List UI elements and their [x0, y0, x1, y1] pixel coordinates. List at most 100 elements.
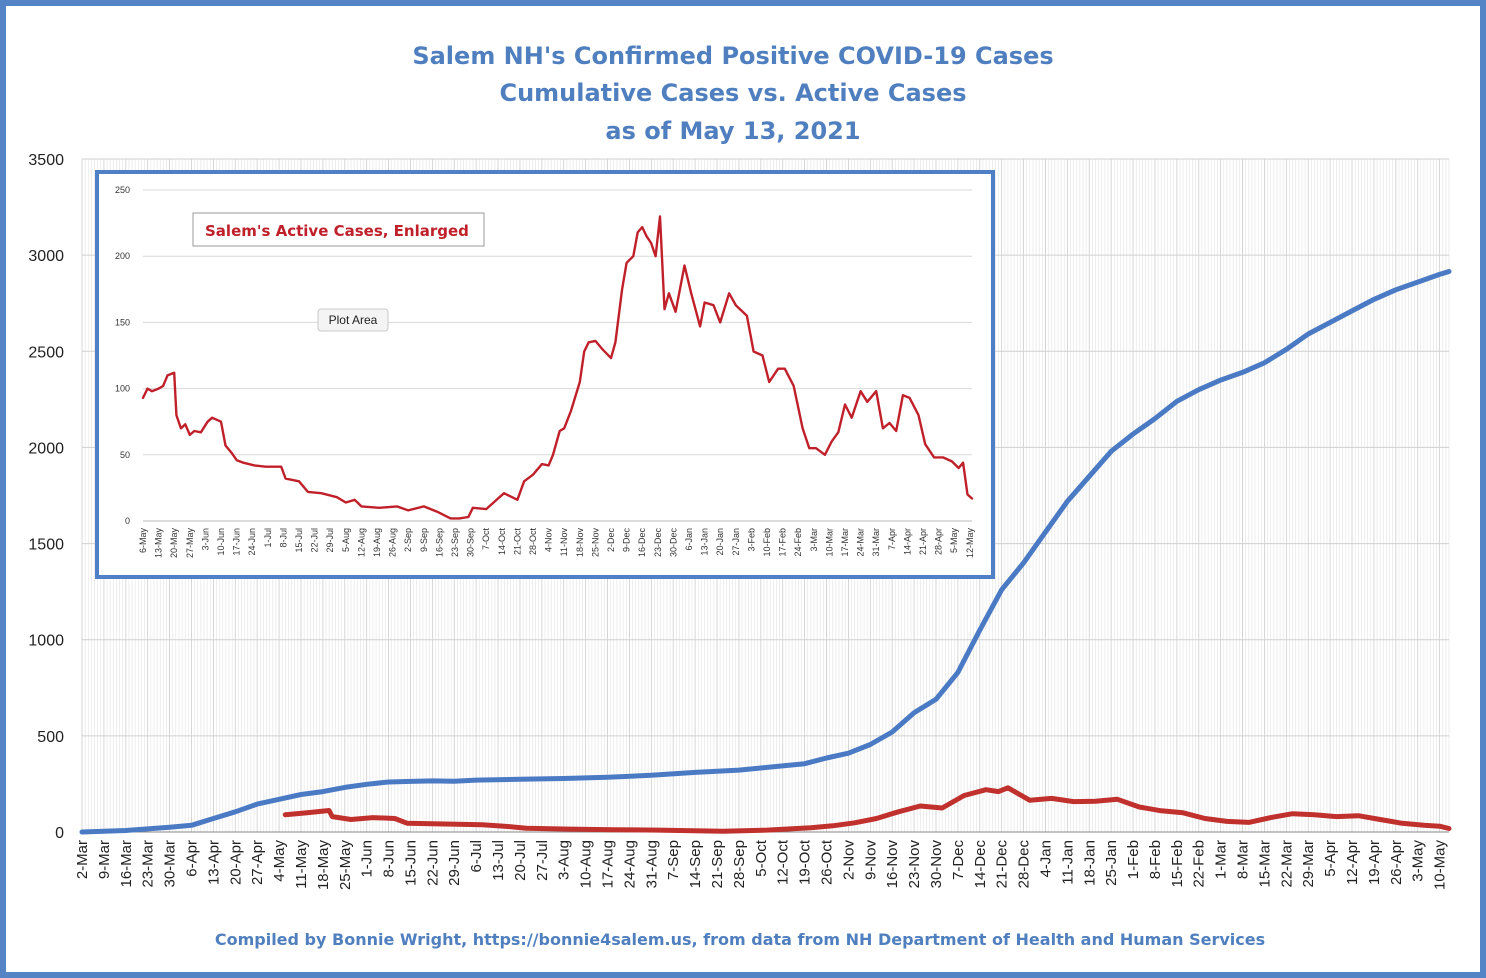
x-tick-label-27-apr: 27-Apr: [249, 840, 266, 885]
x-tick-label-28-dec: 28-Dec: [1016, 840, 1033, 889]
x-tick-label-29-mar: 29-Mar: [1300, 840, 1317, 888]
x-tick-label-5-aug: 5-Aug: [341, 528, 351, 552]
inset-title-box: [192, 212, 485, 247]
x-tick-label-23-dec: 23-Dec: [653, 528, 663, 558]
x-tick-label-29-jul: 29-Jul: [325, 528, 335, 553]
x-tick-label-6-jul: 6-Jul: [468, 840, 485, 873]
series-line-cumulative: [79, 269, 1452, 835]
x-tick-label-24-jun: 24-Jun: [247, 528, 257, 556]
x-tick-label-22-jul: 22-Jul: [310, 528, 320, 553]
inset-y-axis: 0 50 100 150 200 250: [115, 185, 130, 526]
plot-area-tooltip-box: [317, 308, 389, 332]
chart-title-line-3: as of May 13, 2021: [605, 117, 860, 145]
x-tick-label-7-dec: 7-Dec: [950, 840, 967, 881]
x-tick-label-13-apr: 13-Apr: [205, 840, 222, 885]
y-tick-label-3500: 3500: [28, 152, 64, 169]
x-tick-label-8-feb: 8-Feb: [1147, 840, 1164, 879]
y-tick-label-0: 0: [55, 825, 64, 842]
x-tick-label-13-jan: 13-Jan: [700, 528, 710, 556]
x-tick-label-15-mar: 15-Mar: [1256, 840, 1273, 888]
x-tick-label-11-jan: 11-Jan: [1059, 840, 1076, 885]
x-tick-label-17-aug: 17-Aug: [600, 840, 617, 888]
y-tick-label-200: 200: [115, 251, 130, 261]
x-tick-label-10-mar: 10-Mar: [824, 528, 834, 557]
y-tick-label-0: 0: [125, 516, 130, 526]
chart-title-line-2: Cumulative Cases vs. Active Cases: [499, 79, 966, 107]
x-tick-label-13-may: 13-May: [154, 528, 164, 559]
series-line-active_enlarged: [141, 215, 974, 520]
x-tick-label-9-mar: 9-Mar: [96, 840, 113, 879]
x-tick-label-6-apr: 6-Apr: [183, 840, 200, 877]
x-tick-label-12-may: 12-May: [965, 528, 975, 559]
x-tick-label-23-nov: 23-Nov: [906, 840, 923, 889]
x-tick-label-25-jan: 25-Jan: [1103, 840, 1120, 886]
x-tick-label-17-feb: 17-Feb: [778, 528, 788, 557]
inset-x-axis: 6-May 13-May 20-May 27-May 3-Jun 10-Jun 17-Jun…: [138, 528, 975, 559]
x-tick-label-7-sep: 7-Sep: [665, 840, 682, 880]
x-tick-label-15-feb: 15-Feb: [1169, 840, 1186, 888]
x-tick-label-5-oct: 5-Oct: [753, 839, 770, 877]
x-tick-label-28-sep: 28-Sep: [731, 840, 748, 888]
x-tick-label-27-may: 27-May: [185, 528, 195, 559]
x-tick-label-19-aug: 19-Aug: [372, 528, 382, 557]
x-tick-label-8-mar: 8-Mar: [1235, 840, 1252, 879]
footer-credit: Compiled by Bonnie Wright, https://bonni…: [215, 930, 1265, 949]
x-tick-label-9-sep: 9-Sep: [419, 528, 429, 552]
x-tick-label-12-aug: 12-Aug: [356, 528, 366, 557]
y-tick-label-1500: 1500: [28, 537, 64, 554]
x-tick-label-20-jul: 20-Jul: [512, 840, 529, 881]
x-tick-label-4-may: 4-May: [271, 840, 288, 882]
x-tick-label-22-feb: 22-Feb: [1191, 840, 1208, 888]
x-tick-label-12-oct: 12-Oct: [775, 839, 792, 885]
x-tick-label-15-jul: 15-Jul: [294, 528, 304, 553]
x-tick-label-21-sep: 21-Sep: [709, 840, 726, 888]
x-tick-label-27-jul: 27-Jul: [534, 840, 551, 881]
x-tick-label-9-nov: 9-Nov: [862, 840, 879, 881]
x-tick-label-14-oct: 14-Oct: [497, 528, 507, 556]
x-tick-label-5-may: 5-May: [949, 528, 959, 554]
x-tick-label-21-oct: 21-Oct: [512, 528, 522, 556]
x-tick-label-11-nov: 11-Nov: [559, 528, 569, 557]
x-tick-label-3-jun: 3-Jun: [200, 528, 210, 551]
x-tick-label-3-may: 3-May: [1410, 840, 1427, 882]
x-tick-label-3-mar: 3-Mar: [809, 528, 819, 552]
x-tick-label-29-jun: 29-Jun: [446, 840, 463, 886]
x-tick-label-18-jan: 18-Jan: [1081, 840, 1098, 886]
y-tick-label-2000: 2000: [28, 440, 64, 457]
x-tick-label-17-mar: 17-Mar: [840, 528, 850, 557]
x-tick-label-31-mar: 31-Mar: [871, 528, 881, 557]
x-tick-label-30-nov: 30-Nov: [928, 840, 945, 889]
x-tick-label-23-sep: 23-Sep: [450, 528, 460, 557]
y-tick-label-50: 50: [120, 450, 130, 460]
x-tick-label-15-jun: 15-Jun: [402, 840, 419, 886]
main-x-axis: 2-Mar 9-Mar 16-Mar 23-Mar 30-Mar 6-Apr 13-Apr 2…: [74, 839, 1449, 890]
x-tick-label-1-jul: 1-Jul: [263, 528, 273, 548]
x-tick-label-8-jul: 8-Jul: [278, 528, 288, 548]
x-tick-label-22-mar: 22-Mar: [1278, 840, 1295, 888]
x-tick-label-26-aug: 26-Aug: [388, 528, 398, 557]
x-tick-label-1-mar: 1-Mar: [1213, 840, 1230, 879]
y-tick-label-500: 500: [37, 729, 64, 746]
x-tick-label-21-dec: 21-Dec: [994, 840, 1011, 889]
x-tick-label-22-jun: 22-Jun: [424, 840, 441, 886]
x-tick-label-16-dec: 16-Dec: [637, 528, 647, 558]
x-tick-label-23-mar: 23-Mar: [140, 840, 157, 888]
x-tick-label-12-apr: 12-Apr: [1344, 840, 1361, 885]
x-tick-label-16-sep: 16-Sep: [434, 528, 444, 557]
x-tick-label-31-aug: 31-Aug: [643, 840, 660, 888]
chart-title-line-1: Salem NH's Confirmed Positive COVID-19 C…: [412, 42, 1053, 70]
x-tick-label-7-apr: 7-Apr: [887, 528, 897, 550]
x-tick-label-10-jun: 10-Jun: [216, 528, 226, 556]
x-tick-label-30-dec: 30-Dec: [668, 528, 678, 558]
x-tick-label-26-oct: 26-Oct: [818, 839, 835, 885]
main-series-group: [79, 269, 1452, 835]
x-tick-label-2-sep: 2-Sep: [403, 528, 413, 552]
x-tick-label-24-aug: 24-Aug: [621, 840, 638, 888]
x-tick-label-9-dec: 9-Dec: [622, 528, 632, 553]
x-tick-label-2-nov: 2-Nov: [840, 840, 857, 881]
y-tick-label-3000: 3000: [28, 248, 64, 265]
x-tick-label-8-jun: 8-Jun: [381, 840, 398, 878]
x-tick-label-30-mar: 30-Mar: [162, 840, 179, 888]
x-tick-label-24-mar: 24-Mar: [856, 528, 866, 557]
